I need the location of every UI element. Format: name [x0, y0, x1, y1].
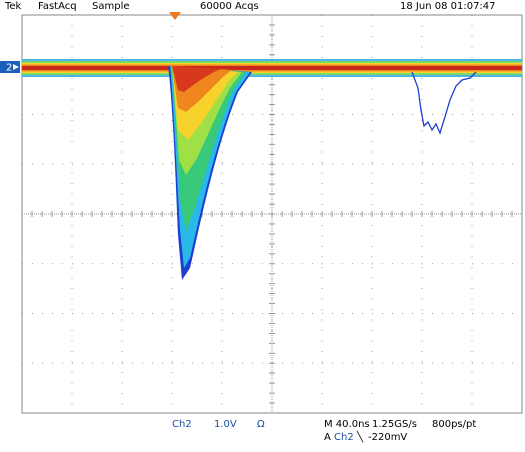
mode: FastAcq: [38, 1, 77, 12]
graticule-frame: [21, 14, 523, 414]
channel-marker: [0, 61, 20, 73]
trigger-marker: [169, 12, 181, 20]
coupling: Ω: [257, 419, 265, 430]
channel: Ch2: [172, 419, 192, 430]
timebase: M 40.0ns: [324, 419, 370, 430]
scale: 1.0V: [214, 419, 237, 430]
acq-count: 60000 Acqs: [200, 1, 259, 12]
channel-arrow: [13, 64, 19, 70]
acquisition: Sample: [92, 1, 130, 12]
trigger-label: A: [324, 432, 331, 443]
trigger-level: -220mV: [368, 432, 407, 443]
channel-marker-label: 2: [6, 63, 12, 74]
pulse-trace: [168, 66, 252, 280]
sample-rate: 1.25GS/s: [372, 419, 417, 430]
resolution: 800ps/pt: [432, 419, 476, 430]
trigger-slope: ╲: [356, 430, 364, 443]
baseline-trace: [22, 59, 522, 77]
timestamp: 18 Jun 08 01:07:47: [400, 1, 496, 12]
brand: Tek: [4, 1, 22, 12]
single-trace: [411, 71, 477, 135]
trigger-source: Ch2: [334, 432, 354, 443]
